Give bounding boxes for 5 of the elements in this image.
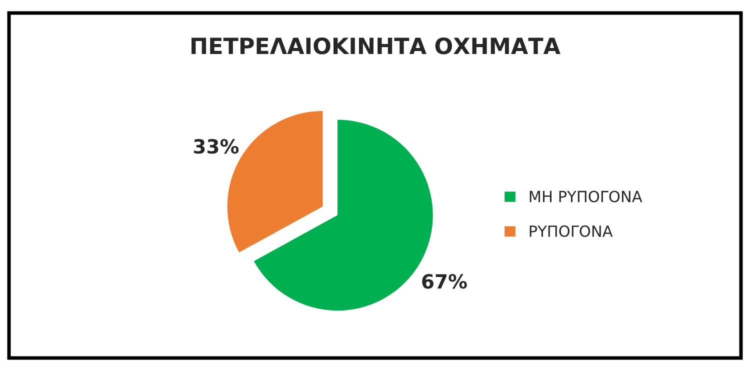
data-label: 67% [422,274,467,289]
chart-title: ΠΕΤΡΕΛΑΙΟΚΙΝΗΤΑ ΟΧΗΜΑΤΑ [192,37,560,54]
data-label: 33% [194,139,239,154]
legend-label: ΡΥΠΟΓΟΝΑ [530,225,613,237]
legend-label: ΜΗ ΡΥΠΟΓΟΝΑ [530,190,642,202]
